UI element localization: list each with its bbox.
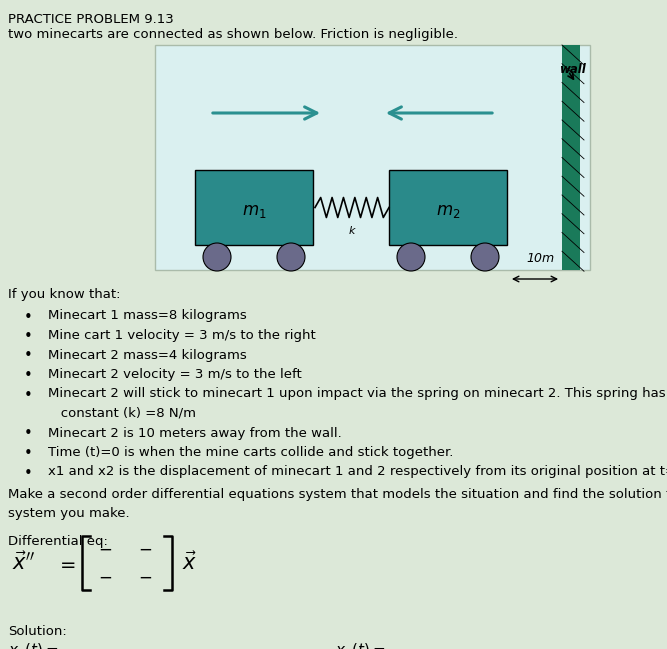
Text: x1 and x2 is the displacement of minecart 1 and 2 respectively from its original: x1 and x2 is the displacement of minecar… xyxy=(48,465,667,478)
Text: Differential eq:: Differential eq: xyxy=(8,535,108,548)
Text: Minecart 2 mass=4 kilograms: Minecart 2 mass=4 kilograms xyxy=(48,349,247,361)
Text: $m_2$: $m_2$ xyxy=(436,202,460,221)
Bar xyxy=(562,45,580,270)
Text: $x_2(t) =$: $x_2(t) =$ xyxy=(335,642,386,649)
Text: PRACTICE PROBLEM 9.13: PRACTICE PROBLEM 9.13 xyxy=(8,13,173,26)
Bar xyxy=(389,170,507,245)
Text: constant (k) =8 N/m: constant (k) =8 N/m xyxy=(48,407,196,420)
Text: $-$: $-$ xyxy=(98,568,112,586)
Circle shape xyxy=(471,243,499,271)
Text: •: • xyxy=(24,426,33,441)
Text: •: • xyxy=(24,465,33,480)
Text: Minecart 1 mass=8 kilograms: Minecart 1 mass=8 kilograms xyxy=(48,310,247,323)
Text: $-$: $-$ xyxy=(138,540,152,558)
Text: k: k xyxy=(349,225,356,236)
Text: $-$: $-$ xyxy=(98,540,112,558)
Text: Mine cart 1 velocity = 3 m/s to the right: Mine cart 1 velocity = 3 m/s to the righ… xyxy=(48,329,315,342)
Text: Solution:: Solution: xyxy=(8,625,67,638)
Circle shape xyxy=(397,243,425,271)
Text: $\vec{x}$: $\vec{x}$ xyxy=(182,552,197,574)
Text: $=$: $=$ xyxy=(56,554,76,572)
Text: wall: wall xyxy=(560,63,587,76)
Text: $x_1(t) =$: $x_1(t) =$ xyxy=(8,642,59,649)
Text: system you make.: system you make. xyxy=(8,508,129,520)
Text: •: • xyxy=(24,368,33,383)
Text: •: • xyxy=(24,310,33,324)
Text: two minecarts are connected as shown below. Friction is negligible.: two minecarts are connected as shown bel… xyxy=(8,28,458,41)
Bar xyxy=(155,45,590,270)
Circle shape xyxy=(277,243,305,271)
Text: $-$: $-$ xyxy=(138,568,152,586)
Bar xyxy=(195,170,313,245)
Text: •: • xyxy=(24,349,33,363)
Text: Minecart 2 will stick to minecart 1 upon impact via the spring on minecart 2. Th: Minecart 2 will stick to minecart 1 upon… xyxy=(48,387,667,400)
Text: Minecart 2 velocity = 3 m/s to the left: Minecart 2 velocity = 3 m/s to the left xyxy=(48,368,301,381)
Text: $\vec{x}''$: $\vec{x}''$ xyxy=(12,552,35,574)
Text: If you know that:: If you know that: xyxy=(8,288,121,301)
Text: •: • xyxy=(24,329,33,344)
Text: $m_1$: $m_1$ xyxy=(241,202,266,221)
Text: Time (t)=0 is when the mine carts collide and stick together.: Time (t)=0 is when the mine carts collid… xyxy=(48,446,454,459)
Text: 10m: 10m xyxy=(526,252,554,265)
Text: •: • xyxy=(24,446,33,461)
Text: Minecart 2 is 10 meters away from the wall.: Minecart 2 is 10 meters away from the wa… xyxy=(48,426,342,439)
Text: Make a second order differential equations system that models the situation and : Make a second order differential equatio… xyxy=(8,488,667,501)
Circle shape xyxy=(203,243,231,271)
Text: •: • xyxy=(24,387,33,402)
